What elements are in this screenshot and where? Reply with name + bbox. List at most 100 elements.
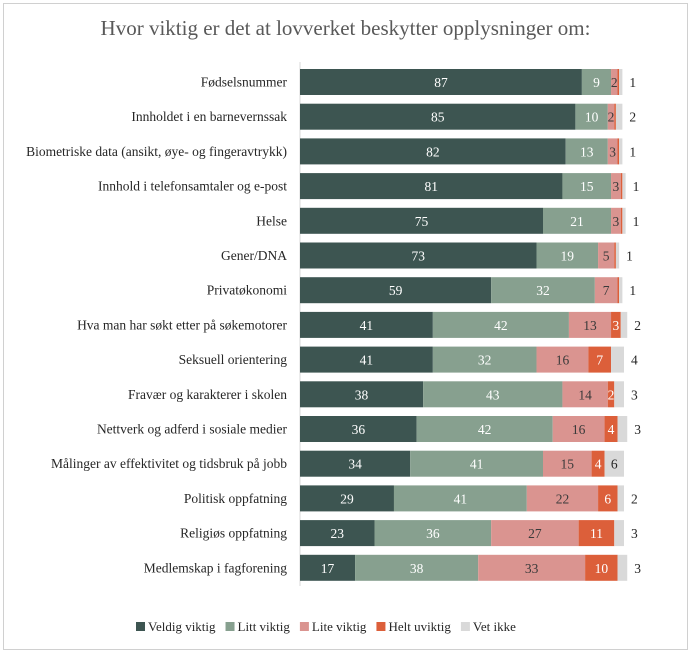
- data-label: 3: [613, 214, 620, 229]
- bar-segment: [423, 381, 563, 408]
- category-label: Biometriske data (ansikt, øye- og finger…: [26, 144, 287, 159]
- data-label: 7: [603, 283, 610, 298]
- bar-segment: [491, 520, 579, 547]
- data-label: 3: [613, 318, 620, 333]
- data-label: 87: [434, 75, 448, 90]
- bar-segment: [543, 207, 612, 234]
- legend-swatch: [460, 622, 470, 631]
- data-label: 73: [412, 249, 426, 264]
- data-label: 41: [470, 457, 484, 472]
- category-label: Nettverk og adferd i sosiale medier: [97, 422, 288, 437]
- data-label: 41: [454, 491, 468, 506]
- bar-segment: [604, 450, 624, 477]
- bar-segment: [432, 311, 569, 338]
- data-label: 41: [360, 318, 374, 333]
- chart-title: Hvor viktig er det at lovverket beskytte…: [100, 16, 591, 40]
- data-label: 16: [572, 422, 586, 437]
- data-label: 15: [561, 457, 575, 472]
- data-label: 3: [634, 561, 641, 576]
- bar-segment: [300, 277, 492, 304]
- legend-label: Helt uviktig: [388, 619, 451, 634]
- bar-segment: [617, 485, 624, 512]
- bar-segment: [615, 242, 620, 269]
- bar-segment: [619, 69, 623, 95]
- category-label: Privatøkonomi: [207, 283, 287, 298]
- bar-segment: [568, 311, 612, 338]
- data-label: 42: [478, 422, 492, 437]
- bar-segment: [594, 277, 618, 304]
- bar-segment: [591, 450, 605, 477]
- bar-segment: [615, 103, 623, 130]
- data-label: 2: [634, 318, 641, 333]
- data-label: 19: [561, 249, 575, 264]
- data-label: 3: [631, 526, 638, 541]
- category-label: Seksuell orientering: [179, 352, 288, 367]
- data-label: 3: [634, 422, 641, 437]
- data-label: 23: [331, 526, 345, 541]
- legend-swatch: [376, 622, 386, 631]
- legend-swatch: [299, 622, 309, 631]
- data-label: 2: [631, 491, 638, 506]
- data-label: 2: [611, 75, 618, 90]
- category-label: Politisk oppfatning: [184, 491, 287, 506]
- bar-segment: [300, 103, 576, 130]
- bar-segment: [478, 554, 586, 581]
- data-label: 75: [415, 214, 429, 229]
- bar-segment: [543, 450, 592, 477]
- data-label: 36: [426, 526, 440, 541]
- category-label: Målinger av effektivitet og tidsbruk på …: [51, 456, 287, 471]
- data-label: 4: [631, 353, 638, 368]
- data-label: 2: [608, 387, 615, 402]
- data-label: 1: [626, 249, 633, 264]
- data-label: 59: [389, 283, 403, 298]
- bar-segment: [607, 103, 615, 130]
- bar-segment: [617, 69, 620, 95]
- bar-segment: [620, 311, 628, 338]
- bar-segment: [300, 207, 543, 234]
- data-label: 33: [525, 561, 539, 576]
- bar-segment: [491, 277, 595, 304]
- bar-segment: [622, 207, 626, 234]
- data-label: 13: [580, 144, 594, 159]
- data-label: 32: [478, 353, 492, 368]
- bar-segment: [300, 554, 356, 581]
- bar-segment: [300, 242, 537, 269]
- category-label: Helse: [256, 213, 287, 228]
- data-label: 13: [583, 318, 597, 333]
- data-label: 16: [556, 353, 570, 368]
- data-label: 11: [590, 526, 603, 541]
- bar-segment: [619, 277, 623, 304]
- data-label: 3: [613, 179, 620, 194]
- data-label: 29: [340, 491, 354, 506]
- data-label: 38: [410, 561, 424, 576]
- bar-segment: [416, 416, 553, 442]
- bar-segment: [604, 416, 618, 442]
- data-label: 10: [585, 110, 599, 125]
- data-label: 6: [611, 457, 618, 472]
- bar-segment: [355, 554, 479, 581]
- data-label: 1: [633, 179, 640, 194]
- data-label: 7: [596, 353, 603, 368]
- data-label: 1: [629, 144, 636, 159]
- category-label: Fravær og karakterer i skolen: [128, 387, 287, 402]
- bar-segment: [588, 346, 612, 373]
- bar-segment: [300, 485, 394, 512]
- bar-segment: [581, 69, 612, 95]
- data-label: 43: [486, 387, 500, 402]
- data-label: 1: [629, 75, 636, 90]
- bar-segment: [620, 207, 623, 234]
- bar-segment: [611, 173, 621, 200]
- data-label: 4: [595, 457, 602, 472]
- bar-segment: [432, 346, 537, 373]
- bar-segment: [565, 138, 608, 165]
- bar-segment: [393, 485, 527, 512]
- bar-segment: [617, 554, 628, 581]
- bar-segment: [526, 485, 599, 512]
- data-label: 14: [578, 387, 592, 402]
- category-label: Gener/DNA: [221, 248, 287, 263]
- bar-segment: [585, 554, 618, 581]
- bar-segment: [611, 346, 624, 373]
- data-label: 85: [431, 110, 445, 125]
- bar-segment: [619, 138, 623, 165]
- legend-label: Litt viktig: [238, 619, 291, 634]
